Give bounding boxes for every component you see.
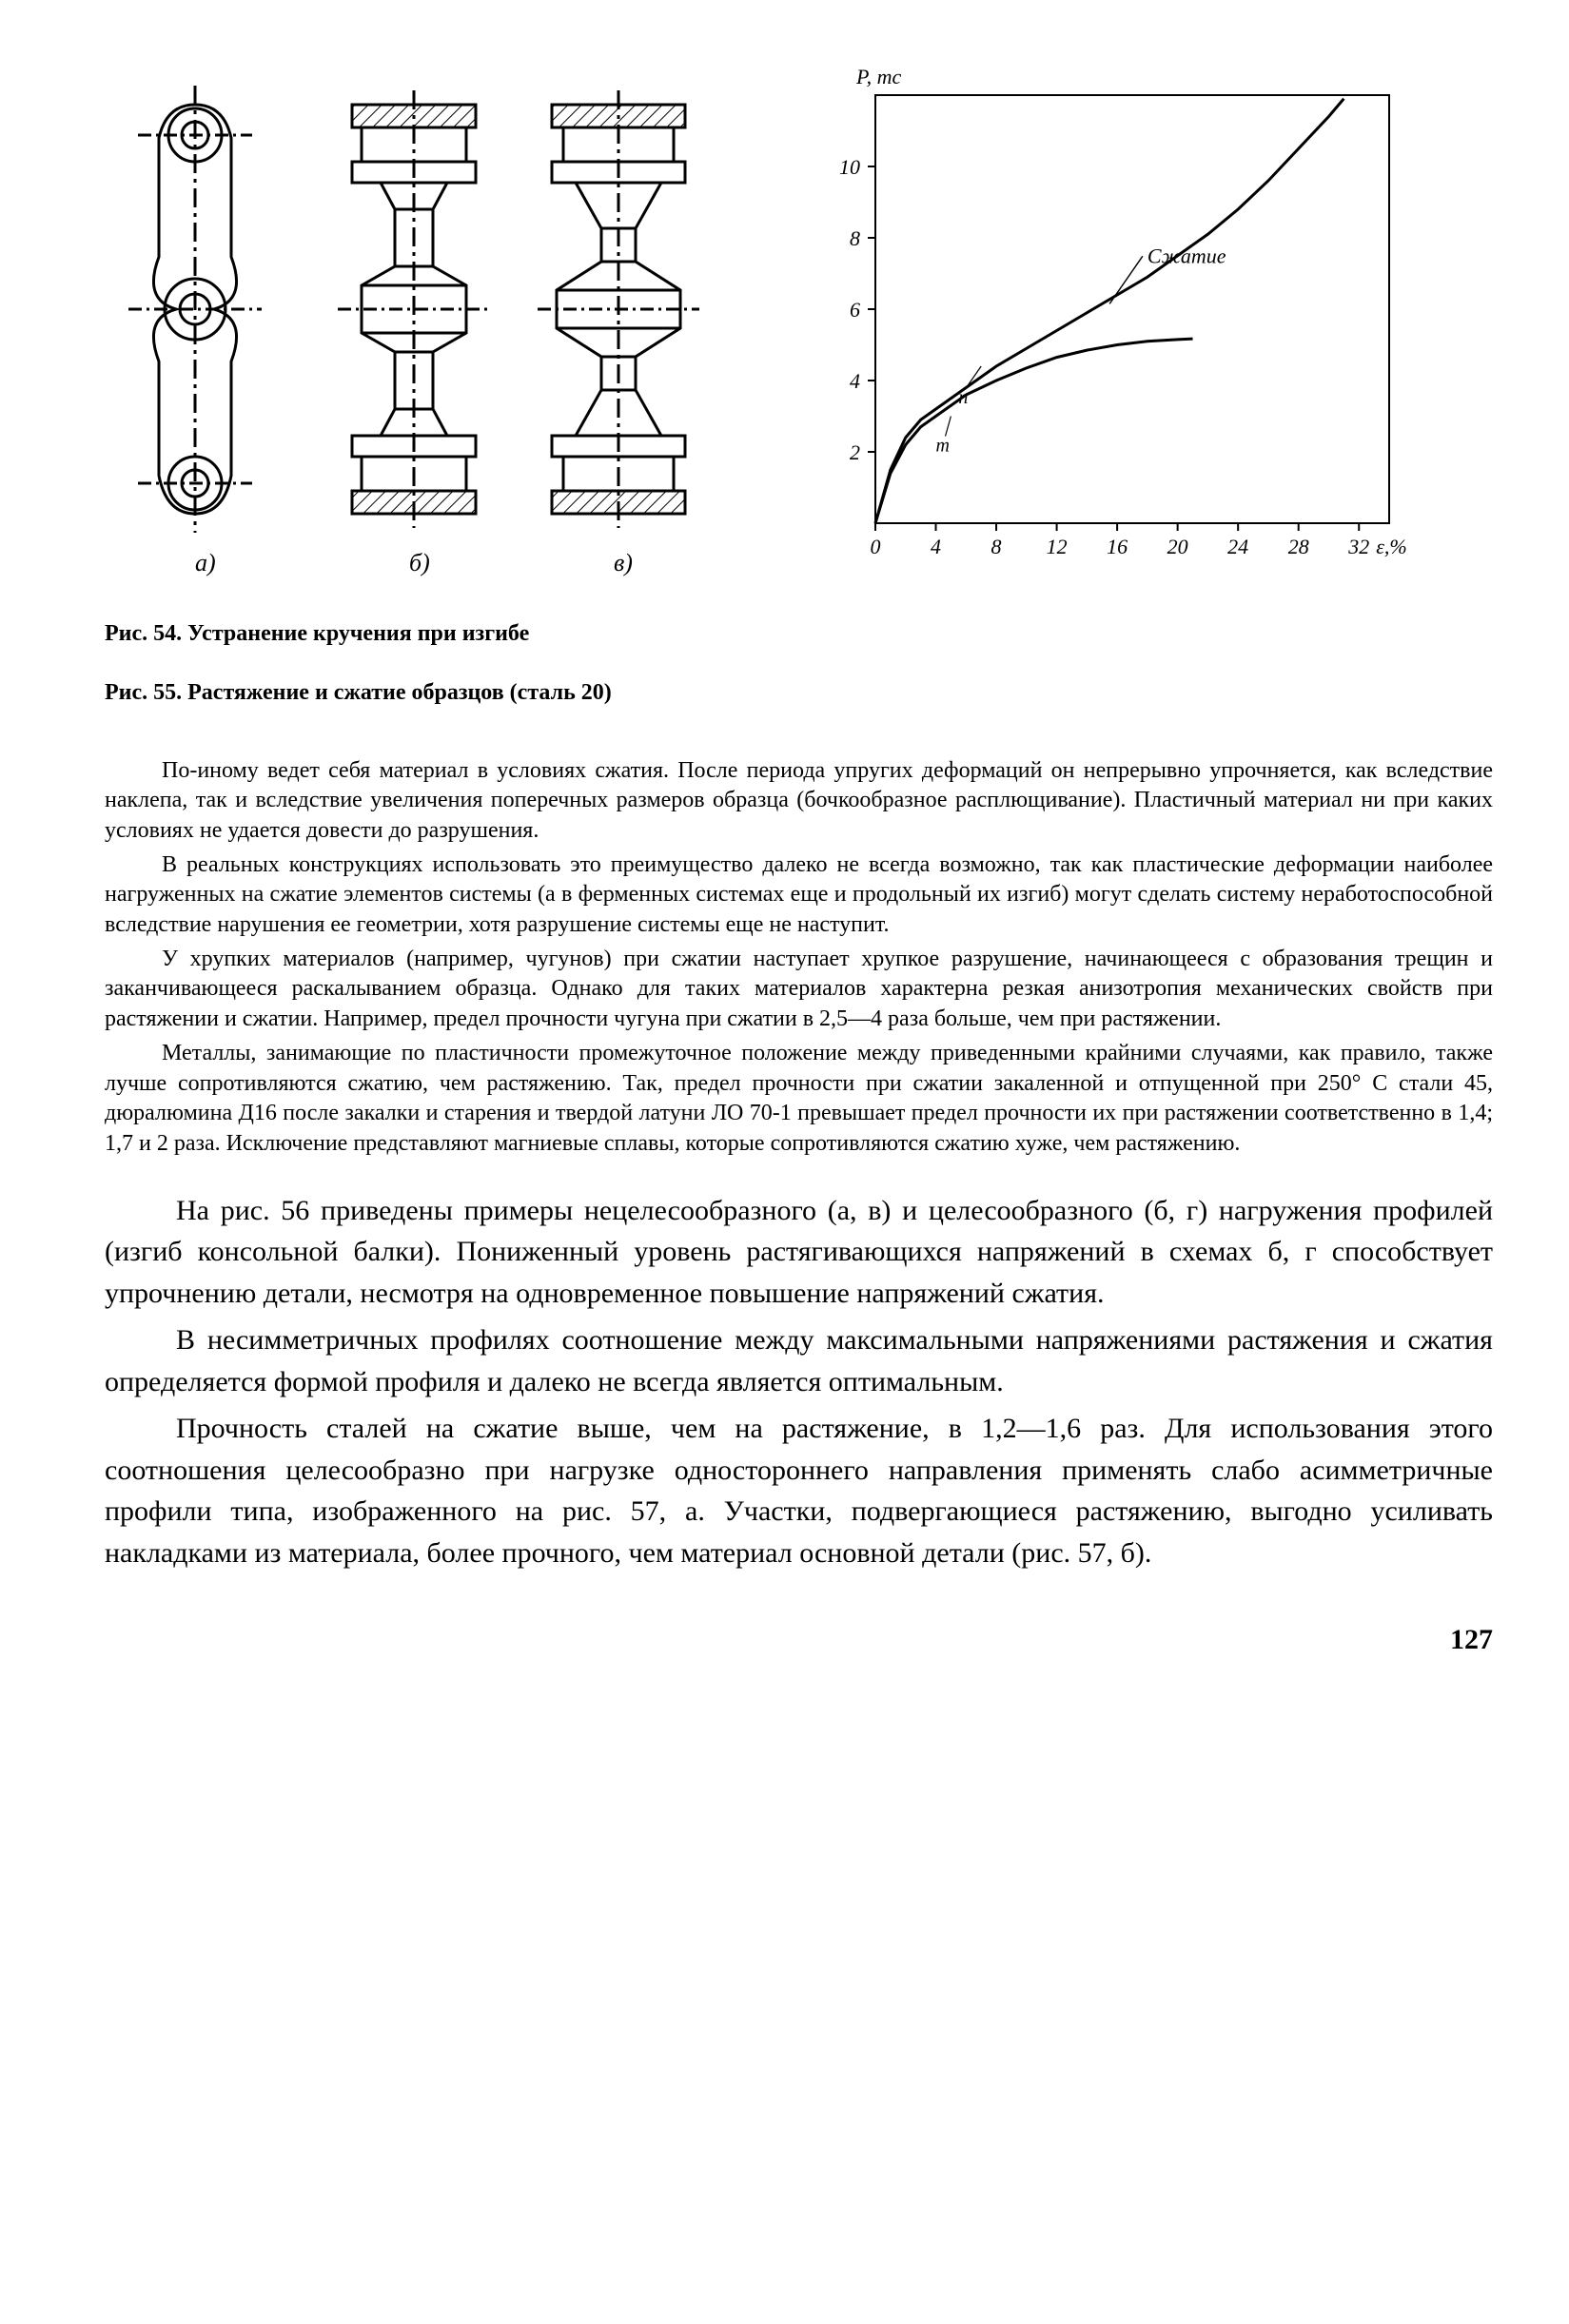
svg-text:4: 4 <box>850 369 860 393</box>
figure-55-caption: Рис. 55. Растяжение и сжатие образцов (с… <box>105 677 1493 708</box>
para-3: У хрупких материалов (например, чугунов)… <box>105 945 1493 1035</box>
figure-54: а) <box>105 57 752 580</box>
para-2: В реальных конструкциях использовать это… <box>105 850 1493 941</box>
figure-55-svg: 048121620242832246810P, mcε,%Сжатиеnm <box>809 57 1418 580</box>
svg-text:12: 12 <box>1047 535 1068 558</box>
svg-text:n: n <box>958 387 968 408</box>
fig54-label-a: а) <box>195 549 216 576</box>
svg-text:16: 16 <box>1107 535 1128 558</box>
svg-text:6: 6 <box>850 298 860 322</box>
figure-54-caption: Рис. 54. Устранение кручения при изгибе <box>105 618 1493 649</box>
svg-text:m: m <box>936 436 950 457</box>
svg-text:Сжатие: Сжатие <box>1147 244 1226 267</box>
svg-text:8: 8 <box>991 535 1002 558</box>
svg-text:28: 28 <box>1288 535 1309 558</box>
figure-55: 048121620242832246810P, mcε,%Сжатиеnm <box>809 57 1418 580</box>
fig54-label-v: в) <box>614 549 633 576</box>
svg-text:8: 8 <box>850 226 860 250</box>
svg-text:24: 24 <box>1227 535 1248 558</box>
para-6: В несимметричных профилях соотношение ме… <box>105 1319 1493 1402</box>
svg-text:P, mc: P, mc <box>855 65 901 88</box>
svg-text:ε,%: ε,% <box>1376 535 1407 558</box>
figures-row: а) <box>105 57 1493 580</box>
svg-text:0: 0 <box>871 535 881 558</box>
svg-text:32: 32 <box>1347 535 1369 558</box>
svg-text:4: 4 <box>931 535 941 558</box>
fig54-label-b: б) <box>409 549 430 576</box>
para-7: Прочность сталей на сжатие выше, чем на … <box>105 1408 1493 1573</box>
svg-text:10: 10 <box>839 155 860 179</box>
figure-54-svg: а) <box>105 57 752 580</box>
svg-text:20: 20 <box>1167 535 1188 558</box>
page-number: 127 <box>105 1621 1493 1660</box>
svg-text:2: 2 <box>850 440 860 464</box>
para-4: Металлы, занимающие по пластичности пром… <box>105 1039 1493 1160</box>
para-5: На рис. 56 приведены примеры нецелесообр… <box>105 1190 1493 1315</box>
para-1: По-иному ведет себя материал в условиях … <box>105 756 1493 847</box>
